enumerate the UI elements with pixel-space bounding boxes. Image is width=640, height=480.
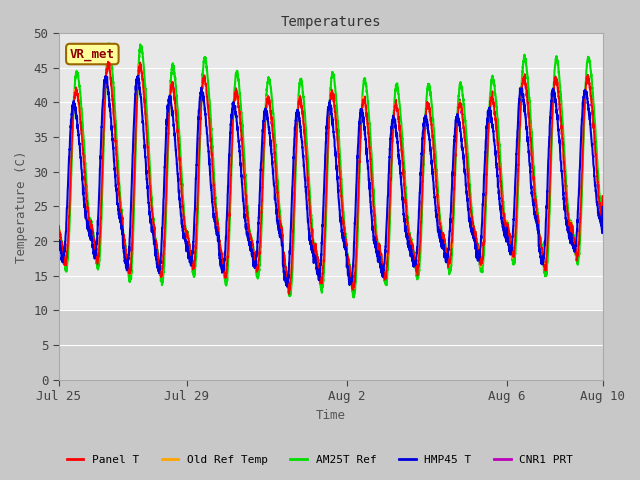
- AM25T Ref: [55, 224, 63, 230]
- HMP45 T: [427, 150, 435, 156]
- CNR1 PRT: [427, 120, 435, 125]
- AM25T Ref: [565, 216, 573, 222]
- AM25T Ref: [105, 40, 113, 46]
- Panel T: [540, 255, 547, 261]
- Panel T: [337, 188, 345, 193]
- Line: HMP45 T: HMP45 T: [59, 76, 602, 287]
- Bar: [59, 311, 602, 380]
- AM25T Ref: [506, 232, 513, 238]
- Panel T: [55, 223, 63, 229]
- HMP45 T: [55, 238, 63, 243]
- Line: Old Ref Temp: Old Ref Temp: [59, 62, 602, 290]
- AM25T Ref: [427, 93, 435, 99]
- Old Ref Temp: [104, 59, 112, 65]
- AM25T Ref: [378, 257, 386, 263]
- CNR1 PRT: [506, 238, 513, 244]
- HMP45 T: [598, 204, 606, 210]
- CNR1 PRT: [565, 223, 573, 228]
- HMP45 T: [134, 73, 142, 79]
- Legend: Panel T, Old Ref Temp, AM25T Ref, HMP45 T, CNR1 PRT: Panel T, Old Ref Temp, AM25T Ref, HMP45 …: [62, 451, 578, 469]
- Panel T: [565, 221, 573, 227]
- Line: Panel T: Panel T: [59, 61, 602, 294]
- Panel T: [427, 114, 435, 120]
- Line: AM25T Ref: AM25T Ref: [59, 43, 602, 298]
- CNR1 PRT: [55, 229, 63, 235]
- CNR1 PRT: [285, 288, 293, 294]
- CNR1 PRT: [378, 257, 386, 263]
- Old Ref Temp: [598, 197, 606, 203]
- AM25T Ref: [350, 295, 358, 300]
- CNR1 PRT: [540, 257, 547, 263]
- CNR1 PRT: [598, 197, 606, 203]
- Panel T: [506, 234, 513, 240]
- Old Ref Temp: [55, 228, 63, 233]
- Line: CNR1 PRT: CNR1 PRT: [59, 61, 602, 291]
- Panel T: [104, 59, 112, 64]
- Panel T: [285, 291, 293, 297]
- AM25T Ref: [337, 169, 345, 175]
- Old Ref Temp: [540, 263, 547, 268]
- Old Ref Temp: [427, 116, 435, 122]
- HMP45 T: [337, 220, 345, 226]
- HMP45 T: [283, 284, 291, 289]
- Old Ref Temp: [378, 257, 386, 263]
- HMP45 T: [565, 234, 573, 240]
- Panel T: [378, 256, 386, 262]
- HMP45 T: [506, 242, 513, 248]
- Y-axis label: Temperature (C): Temperature (C): [15, 150, 28, 263]
- Old Ref Temp: [337, 191, 345, 196]
- CNR1 PRT: [337, 188, 345, 194]
- HMP45 T: [540, 258, 547, 264]
- CNR1 PRT: [104, 58, 112, 64]
- AM25T Ref: [540, 260, 547, 265]
- Panel T: [598, 193, 606, 199]
- HMP45 T: [378, 268, 386, 274]
- Old Ref Temp: [506, 234, 513, 240]
- Old Ref Temp: [565, 221, 573, 227]
- Old Ref Temp: [285, 287, 292, 293]
- Title: Temperatures: Temperatures: [280, 15, 381, 29]
- Text: VR_met: VR_met: [70, 48, 115, 60]
- AM25T Ref: [598, 194, 606, 200]
- X-axis label: Time: Time: [316, 409, 346, 422]
